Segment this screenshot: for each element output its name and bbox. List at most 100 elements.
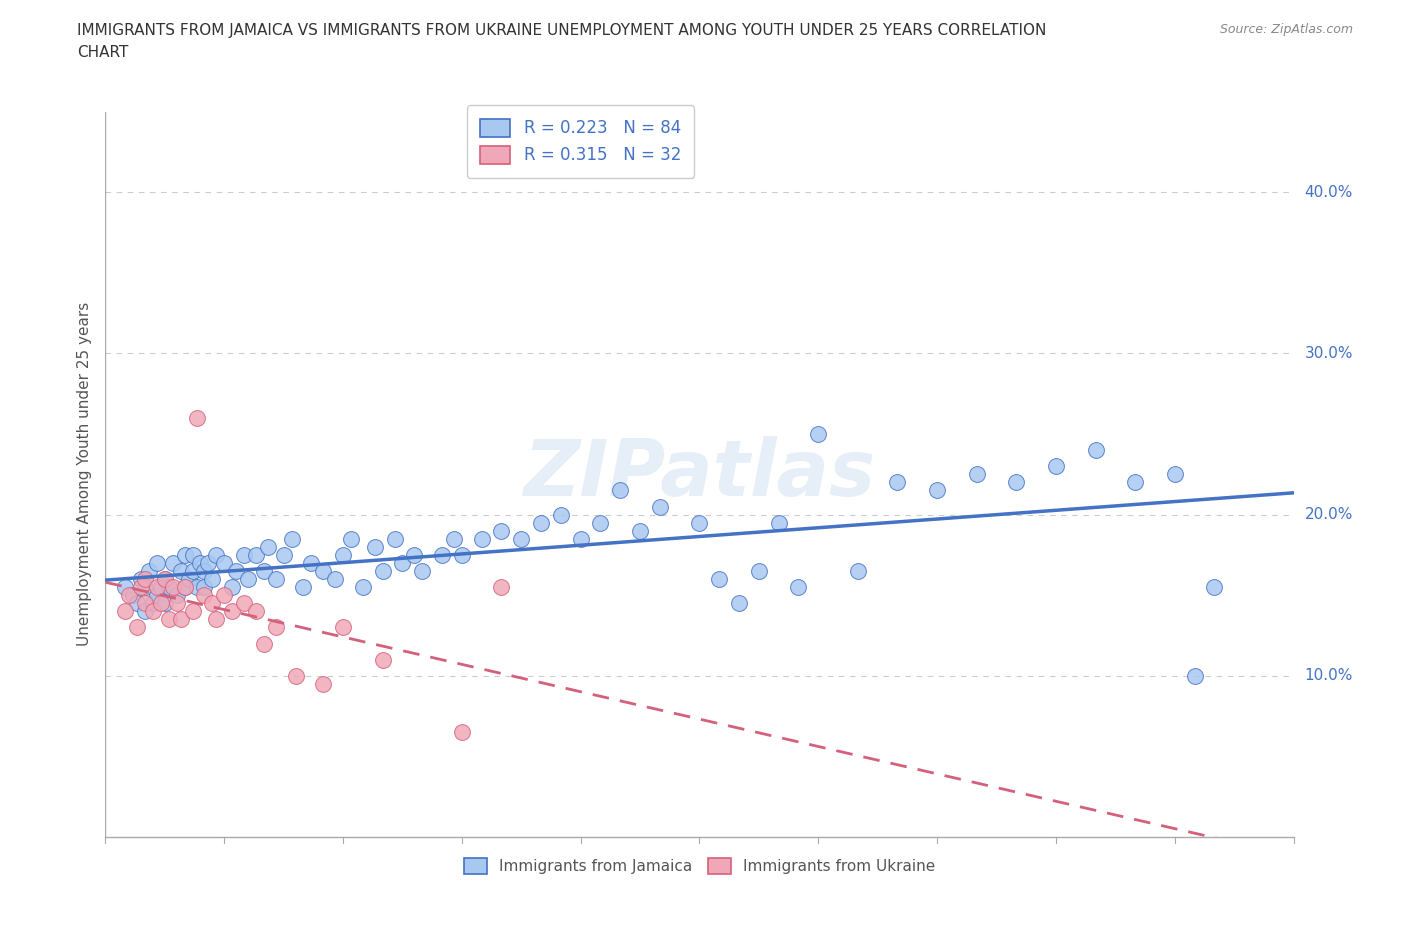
- Point: [253, 564, 276, 578]
- Point: [1005, 475, 1028, 490]
- Text: 40.0%: 40.0%: [1305, 185, 1353, 200]
- Point: [197, 555, 219, 570]
- Point: [149, 596, 172, 611]
- Point: [371, 564, 394, 578]
- Point: [134, 579, 156, 594]
- Point: [146, 588, 169, 603]
- Point: [609, 483, 631, 498]
- Point: [170, 612, 193, 627]
- Point: [233, 548, 256, 563]
- Point: [550, 507, 572, 522]
- Point: [292, 579, 315, 594]
- Point: [114, 604, 136, 618]
- Point: [340, 531, 363, 546]
- Point: [193, 579, 215, 594]
- Point: [628, 524, 651, 538]
- Legend: Immigrants from Jamaica, Immigrants from Ukraine: Immigrants from Jamaica, Immigrants from…: [458, 852, 941, 880]
- Point: [1045, 458, 1067, 473]
- Point: [142, 604, 165, 618]
- Point: [181, 604, 204, 618]
- Text: 20.0%: 20.0%: [1305, 507, 1353, 522]
- Point: [371, 652, 394, 667]
- Point: [205, 548, 228, 563]
- Point: [114, 579, 136, 594]
- Point: [170, 564, 193, 578]
- Point: [129, 579, 152, 594]
- Point: [146, 555, 169, 570]
- Point: [253, 636, 276, 651]
- Point: [153, 572, 176, 587]
- Y-axis label: Unemployment Among Youth under 25 years: Unemployment Among Youth under 25 years: [76, 302, 91, 646]
- Point: [846, 564, 869, 578]
- Point: [157, 579, 180, 594]
- Point: [312, 676, 335, 691]
- Point: [1084, 443, 1107, 458]
- Point: [162, 579, 184, 594]
- Point: [134, 572, 156, 587]
- Point: [510, 531, 533, 546]
- Point: [450, 548, 472, 563]
- Point: [264, 620, 287, 635]
- Point: [127, 596, 149, 611]
- Point: [173, 579, 195, 594]
- Point: [748, 564, 770, 578]
- Point: [284, 669, 307, 684]
- Point: [323, 572, 346, 587]
- Point: [648, 499, 671, 514]
- Point: [768, 515, 790, 530]
- Point: [173, 548, 195, 563]
- Point: [1204, 579, 1226, 594]
- Point: [709, 572, 731, 587]
- Point: [925, 483, 948, 498]
- Point: [1184, 669, 1206, 684]
- Point: [181, 548, 204, 563]
- Point: [530, 515, 553, 530]
- Point: [166, 588, 188, 603]
- Point: [443, 531, 465, 546]
- Point: [299, 555, 322, 570]
- Point: [264, 572, 287, 587]
- Point: [153, 572, 176, 587]
- Point: [225, 564, 247, 578]
- Point: [214, 555, 236, 570]
- Point: [193, 588, 215, 603]
- Point: [364, 539, 387, 554]
- Point: [430, 548, 453, 563]
- Point: [190, 555, 212, 570]
- Point: [491, 579, 513, 594]
- Point: [221, 604, 243, 618]
- Point: [384, 531, 406, 546]
- Text: 10.0%: 10.0%: [1305, 669, 1353, 684]
- Point: [157, 612, 180, 627]
- Point: [728, 596, 751, 611]
- Point: [391, 555, 413, 570]
- Point: [138, 564, 160, 578]
- Point: [256, 539, 278, 554]
- Point: [471, 531, 494, 546]
- Point: [569, 531, 592, 546]
- Point: [245, 604, 267, 618]
- Point: [807, 427, 830, 442]
- Point: [450, 724, 472, 739]
- Point: [312, 564, 335, 578]
- Point: [245, 548, 267, 563]
- Point: [966, 467, 988, 482]
- Point: [173, 579, 195, 594]
- Point: [404, 548, 426, 563]
- Point: [205, 612, 228, 627]
- Point: [129, 572, 152, 587]
- Point: [186, 579, 208, 594]
- Point: [127, 620, 149, 635]
- Point: [149, 579, 172, 594]
- Point: [186, 410, 208, 425]
- Text: IMMIGRANTS FROM JAMAICA VS IMMIGRANTS FROM UKRAINE UNEMPLOYMENT AMONG YOUTH UNDE: IMMIGRANTS FROM JAMAICA VS IMMIGRANTS FR…: [77, 23, 1046, 38]
- Point: [589, 515, 612, 530]
- Point: [193, 564, 215, 578]
- Point: [177, 572, 200, 587]
- Point: [787, 579, 810, 594]
- Point: [1164, 467, 1187, 482]
- Point: [134, 596, 156, 611]
- Point: [273, 548, 295, 563]
- Point: [118, 588, 141, 603]
- Point: [201, 572, 224, 587]
